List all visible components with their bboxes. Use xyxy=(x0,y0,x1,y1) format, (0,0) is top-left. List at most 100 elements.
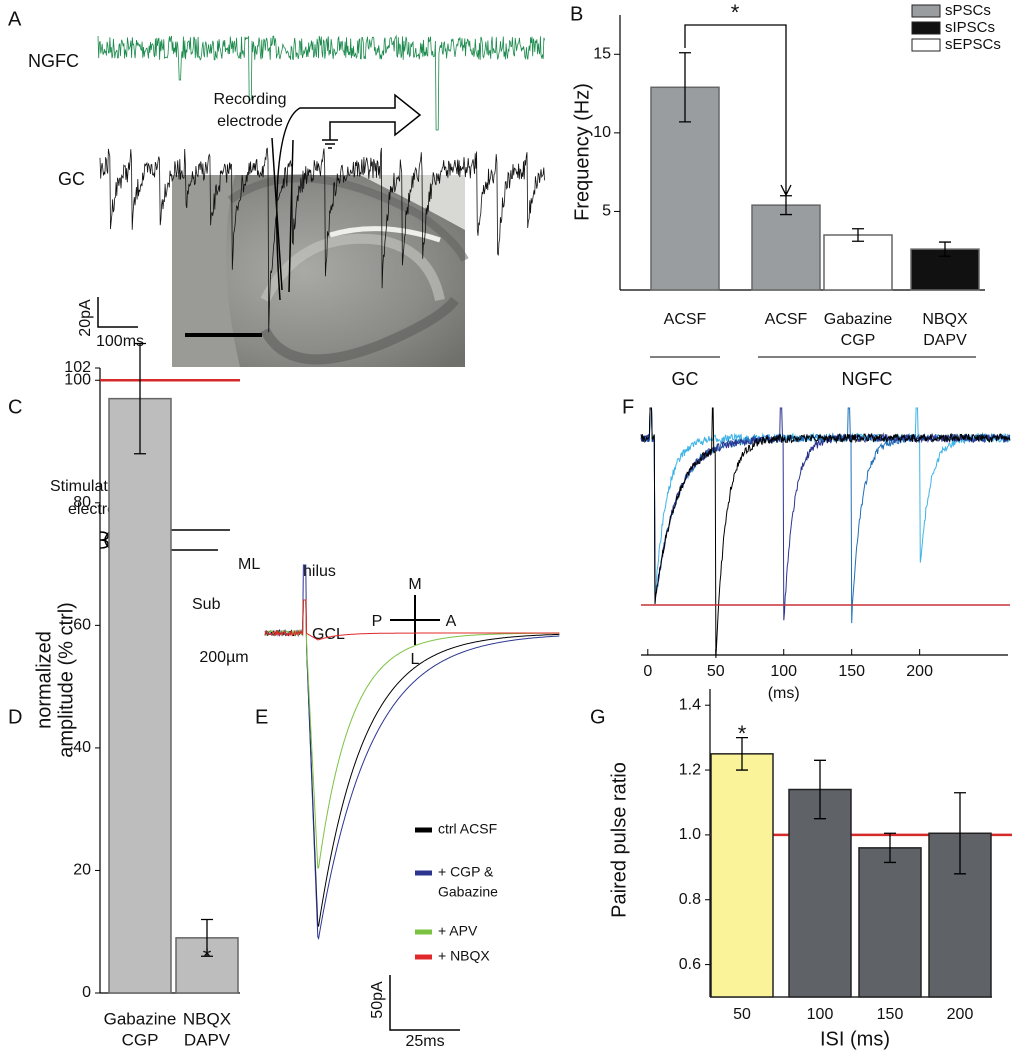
x-tick-label: DAPV xyxy=(184,1030,231,1049)
y-tick-label: 80 xyxy=(73,494,91,511)
x-tick-label: Gabazine xyxy=(824,311,893,328)
y-axis-label: Paired pulse ratio xyxy=(608,762,630,918)
x-tick-label: Gabazine xyxy=(104,1009,177,1028)
legend-label: ctrl ACSF xyxy=(438,821,497,837)
x-tick-label: 100 xyxy=(807,1006,834,1023)
panel-label: F xyxy=(622,396,634,418)
trace xyxy=(99,147,545,333)
legend-swatch xyxy=(911,38,941,52)
bar xyxy=(710,753,774,998)
annotation: * xyxy=(738,721,747,746)
x-tick-label: CGP xyxy=(841,332,876,349)
trace xyxy=(97,34,545,131)
electrode-label: Recording xyxy=(214,91,287,108)
y-tick-label: 40 xyxy=(73,739,91,756)
error-bar xyxy=(736,736,748,771)
error-bar xyxy=(814,759,826,820)
y-tick-label: 100 xyxy=(64,371,91,388)
compass-label: L xyxy=(411,651,420,668)
scale-label: 100ms xyxy=(96,333,144,350)
x-axis-label: (ms) xyxy=(768,685,800,702)
y-tick-label: 5 xyxy=(602,203,611,220)
compass-label: P xyxy=(372,613,383,630)
trace-label: NGFC xyxy=(28,51,79,71)
bar xyxy=(823,234,893,291)
legend-label: sEPSCs xyxy=(945,36,1001,53)
bar xyxy=(858,847,922,998)
panel-label: C xyxy=(8,396,22,418)
scale-label: 200µm xyxy=(199,649,248,666)
panel-label: E xyxy=(255,706,268,728)
scale-bars xyxy=(97,297,460,1031)
bar xyxy=(751,204,821,291)
group-label: GC xyxy=(672,369,699,389)
trace xyxy=(264,564,560,941)
legend-label: sIPSCs xyxy=(945,19,995,36)
error-bar xyxy=(201,918,213,957)
legend-label: + CGP & xyxy=(438,864,494,880)
x-tick-label: ACSF xyxy=(664,311,707,328)
scale-label: 20pA xyxy=(77,299,94,337)
x-tick-label: DAPV xyxy=(923,332,967,349)
compass-label: A xyxy=(446,613,457,630)
panel-label: A xyxy=(8,8,22,30)
group-label: NGFC xyxy=(842,369,893,389)
x-tick-label: NBQX xyxy=(922,311,968,328)
y-axis-label: amplitude (% ctrl) xyxy=(55,602,77,758)
x-tick-label: ACSF xyxy=(765,311,808,328)
x-tick-label: 50 xyxy=(707,663,725,680)
y-tick-label: 60 xyxy=(73,617,91,634)
bar xyxy=(788,788,852,998)
x-tick-label: 200 xyxy=(947,1006,974,1023)
region-label: GCL xyxy=(312,626,345,643)
y-axis-label: normalized xyxy=(33,631,55,729)
error-bar xyxy=(939,241,951,257)
error-bar xyxy=(884,832,896,864)
error-bar xyxy=(679,52,691,123)
panel-label: G xyxy=(590,706,606,728)
panel-label: D xyxy=(8,706,22,728)
x-tick-label: 150 xyxy=(877,1006,904,1023)
x-axis-label: ISI (ms) xyxy=(820,1028,890,1050)
y-axis-label: Frequency (Hz) xyxy=(571,83,593,221)
annotation: * xyxy=(203,944,212,969)
significance-bracket xyxy=(684,24,792,197)
region-label: Sub xyxy=(192,596,221,613)
trace xyxy=(264,599,560,869)
error-bar xyxy=(134,342,146,455)
trace xyxy=(264,599,560,641)
error-bar xyxy=(852,228,864,242)
region-label: hilus xyxy=(303,563,336,580)
y-tick-label: 1.2 xyxy=(679,761,701,778)
y-tick-label: 0.8 xyxy=(679,891,701,908)
region-label: ML xyxy=(238,556,260,573)
bar xyxy=(108,397,172,994)
x-tick-label: 100 xyxy=(770,663,797,680)
legend-swatch xyxy=(911,4,941,18)
trace xyxy=(640,407,1011,659)
y-tick-label: 0 xyxy=(82,984,91,1001)
legend-label: Gabazine xyxy=(438,884,498,900)
x-tick-label: 50 xyxy=(733,1006,751,1023)
legend-label: + APV xyxy=(438,923,478,939)
compass-label: M xyxy=(408,576,421,593)
x-tick-label: CGP xyxy=(122,1030,159,1049)
panel-label: B xyxy=(570,3,583,25)
x-tick-label: 0 xyxy=(643,663,652,680)
x-tick-label: NBQX xyxy=(183,1009,231,1028)
legend-swatch xyxy=(911,21,941,35)
x-tick-label: 200 xyxy=(906,663,933,680)
scale-label: 25ms xyxy=(405,1033,444,1050)
legend-label: sPSCs xyxy=(945,2,991,19)
y-tick-label: 0.6 xyxy=(679,956,701,973)
y-tick-label: 20 xyxy=(73,862,91,879)
y-tick-label: 10 xyxy=(593,124,611,141)
y-tick-label: 1.4 xyxy=(679,696,701,713)
scale-label: 50pA xyxy=(369,981,386,1019)
error-bar xyxy=(954,792,966,875)
y-tick-label: 1.0 xyxy=(679,826,701,843)
y-tick-label: 102 xyxy=(64,359,91,376)
y-tick-label: 15 xyxy=(593,46,611,63)
electrode-label: electrode xyxy=(217,113,283,130)
